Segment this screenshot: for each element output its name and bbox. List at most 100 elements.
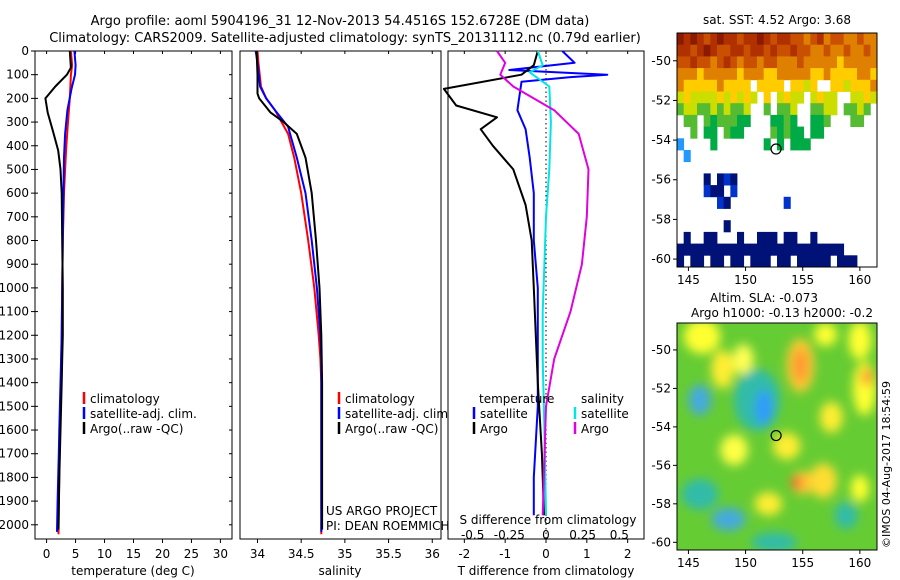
sst-cell	[743, 68, 751, 81]
sst-cell	[830, 56, 838, 69]
sst-map-lon-label: 145	[677, 273, 700, 287]
sla-map-frame	[676, 322, 878, 551]
sst-cell	[777, 33, 785, 46]
sst-cell	[850, 255, 858, 268]
sst-cell	[743, 79, 751, 92]
sst-cell	[717, 196, 725, 209]
sst-cell	[710, 114, 718, 127]
t-difference-tick-label: 1	[583, 547, 591, 561]
t-difference-tick-label: -1	[499, 547, 511, 561]
sst-cell	[850, 79, 858, 92]
salinity-legend: climatology satellite-adj. clim. Argo(..…	[337, 392, 452, 436]
sst-cell	[863, 44, 871, 57]
sst-cell	[730, 185, 738, 198]
sst-cell	[683, 68, 691, 81]
sst-cell	[850, 56, 858, 69]
sla-anomaly-blob	[711, 507, 746, 531]
sst-map-panel: sat. SST: 4.52 Argo: 3.68 145 150 155 160 -5…	[651, 13, 878, 287]
difference-legend: temperature satellite Argo salinity sate…	[472, 392, 629, 436]
sst-cell	[803, 44, 811, 57]
sst-cell	[810, 91, 818, 104]
sst-cell	[797, 91, 805, 104]
sst-map-lon-label: 150	[734, 273, 757, 287]
sst-cell	[810, 243, 818, 256]
sst-cell	[690, 126, 698, 139]
sst-cell	[683, 33, 691, 46]
sst-cell	[823, 103, 831, 116]
sst-cell	[677, 91, 685, 104]
sla-anomaly-blob	[720, 434, 748, 466]
sst-cell	[717, 33, 725, 46]
salinity-tick-label: 34.5	[288, 547, 315, 561]
depth-tick-label: 200	[6, 91, 29, 105]
sst-cell	[783, 33, 791, 46]
sst-cell	[710, 126, 718, 139]
sst-cell	[803, 68, 811, 81]
s-difference-tick-label: 0.25	[569, 528, 596, 542]
sla-map-lat-label: -50	[651, 343, 671, 357]
sst-cell	[750, 255, 758, 268]
sst-cell	[790, 79, 798, 92]
sst-cell	[717, 114, 725, 127]
depth-tick-label: 900	[6, 257, 29, 271]
sla-map-lon-label: 150	[734, 556, 757, 570]
salinity-tick-label: 36	[425, 547, 440, 561]
legend-heading-temperature: temperature	[479, 392, 554, 406]
sst-cell	[750, 243, 758, 256]
sst-cell	[723, 126, 731, 139]
sst-cell	[703, 231, 711, 244]
sst-cell	[683, 44, 691, 57]
sst-cell	[677, 103, 685, 116]
sst-cell	[783, 56, 791, 69]
series-line-argo-raw-qc-	[255, 50, 324, 530]
sst-cell	[830, 33, 838, 46]
sst-cell	[757, 255, 765, 268]
sst-cell	[837, 243, 845, 256]
sst-cell	[703, 185, 711, 198]
sst-cell	[690, 255, 698, 268]
temperature-tick-label: 10	[97, 547, 112, 561]
sst-cell	[703, 91, 711, 104]
sst-cell	[777, 68, 785, 81]
sst-cell	[837, 33, 845, 46]
sla-anomaly-blob	[683, 323, 721, 354]
sst-cell	[677, 44, 685, 57]
sst-cell	[777, 243, 785, 256]
sst-cell	[743, 56, 751, 69]
sst-cell	[757, 44, 765, 57]
sst-cell	[770, 231, 778, 244]
sst-cell	[750, 91, 758, 104]
legend-label-climatology: climatology	[345, 392, 415, 406]
sst-cell	[777, 126, 785, 139]
sst-cell	[823, 44, 831, 57]
sla-anomaly-blob	[733, 344, 754, 375]
sst-cell	[843, 33, 851, 46]
sst-cell	[730, 33, 738, 46]
sst-cell	[857, 114, 865, 127]
sst-cell	[723, 91, 731, 104]
sst-cell	[797, 243, 805, 256]
sst-cell	[723, 44, 731, 57]
sst-cell	[770, 243, 778, 256]
temperature-series-group	[44, 50, 77, 535]
temperature-legend: climatology satellite-adj. clim. Argo(..…	[82, 392, 197, 436]
depth-tick-label: 700	[6, 210, 29, 224]
sst-cell	[817, 44, 825, 57]
sst-cell	[677, 56, 685, 69]
depth-tick-label: 1100	[0, 305, 29, 319]
sst-cell	[783, 103, 791, 116]
temperature-tick-label: 5	[72, 547, 80, 561]
t-difference-axis-ticks: -2 -1 0 1 2	[458, 51, 631, 561]
sst-cell	[763, 138, 771, 151]
sst-cell	[870, 91, 878, 104]
sst-cell	[683, 114, 691, 127]
sla-anomaly-blob	[755, 390, 772, 425]
sla-anomaly-blob	[792, 348, 809, 383]
sst-cell	[683, 231, 691, 244]
sst-cell	[763, 103, 771, 116]
sst-cell	[737, 68, 745, 81]
sst-cell	[830, 68, 838, 81]
sst-cell	[870, 33, 878, 46]
s-difference-axis-label: S difference from climatology	[460, 513, 637, 527]
sst-cell	[690, 56, 698, 69]
